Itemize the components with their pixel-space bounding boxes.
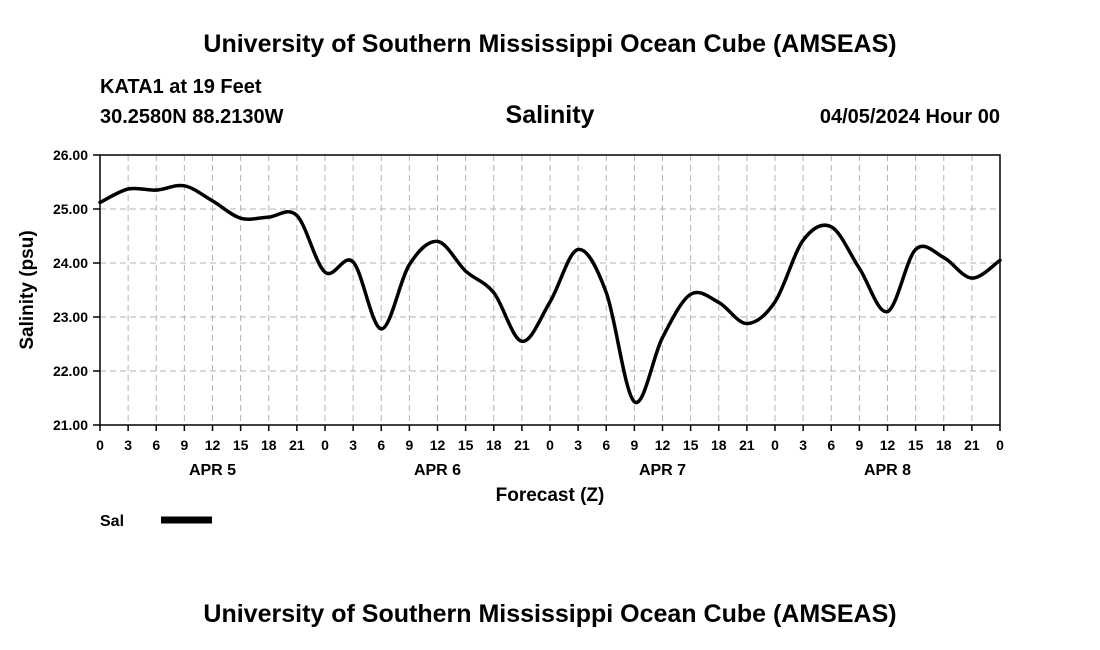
y-tick-label: 21.00 <box>53 417 88 433</box>
main-title: University of Southern Mississippi Ocean… <box>203 30 897 58</box>
x-tick-label: 6 <box>377 437 385 453</box>
y-tick-label: 25.00 <box>53 201 88 217</box>
station-coordinates: 30.2580N 88.2130W <box>100 106 284 128</box>
x-tick-label: 9 <box>405 437 413 453</box>
x-tick-label: 3 <box>124 437 132 453</box>
x-tick-label: 12 <box>880 437 896 453</box>
x-tick-label: 21 <box>289 437 305 453</box>
day-label: APR 8 <box>864 462 911 479</box>
x-tick-label: 15 <box>908 437 924 453</box>
footer-title: University of Southern Mississippi Ocean… <box>203 600 897 628</box>
x-tick-label: 0 <box>996 437 1004 453</box>
y-tick-label: 23.00 <box>53 309 88 325</box>
x-tick-label: 6 <box>827 437 835 453</box>
x-tick-label: 12 <box>205 437 221 453</box>
day-labels: APR 5 APR 6 APR 7 APR 8 <box>189 462 911 479</box>
station-name: KATA1 at 19 Feet <box>100 76 262 98</box>
y-axis-label: Salinity (psu) <box>17 230 38 349</box>
x-tick-label: 9 <box>855 437 863 453</box>
x-tick-label: 21 <box>514 437 530 453</box>
x-tick-label: 15 <box>233 437 249 453</box>
x-tick-label: 18 <box>261 437 277 453</box>
x-tick-label: 9 <box>180 437 188 453</box>
y-tick-label: 24.00 <box>53 255 88 271</box>
y-tick-label: 22.00 <box>53 363 88 379</box>
x-axis-label: Forecast (Z) <box>496 485 605 506</box>
x-tick-label: 0 <box>321 437 329 453</box>
x-tick-label: 0 <box>546 437 554 453</box>
chart-title: Salinity <box>505 101 595 129</box>
x-tick-label: 0 <box>96 437 104 453</box>
x-tick-label: 12 <box>430 437 446 453</box>
x-tick-label: 12 <box>655 437 671 453</box>
x-tick-label: 15 <box>683 437 699 453</box>
x-tick-label: 18 <box>711 437 727 453</box>
x-tick-label: 21 <box>964 437 980 453</box>
x-tick-label: 6 <box>152 437 160 453</box>
day-label: APR 7 <box>639 462 686 479</box>
salinity-series-line <box>98 183 1002 405</box>
x-tick-label: 15 <box>458 437 474 453</box>
legend-label: Sal <box>100 513 124 530</box>
x-tick-label: 3 <box>799 437 807 453</box>
day-label: APR 5 <box>189 462 236 479</box>
x-tick-label: 3 <box>574 437 582 453</box>
y-axis: 21.00 22.00 23.00 24.00 25.00 26.00 <box>53 147 100 433</box>
x-tick-label: 18 <box>936 437 952 453</box>
x-tick-label: 6 <box>602 437 610 453</box>
y-tick-label: 26.00 <box>53 147 88 163</box>
x-tick-label: 3 <box>349 437 357 453</box>
x-tick-label: 18 <box>486 437 502 453</box>
x-axis: 0 3 6 9 12 15 18 21 0 3 6 9 12 15 18 21 0 3 6 9 12 15 18 21 0 3 6 9… <box>96 425 1004 453</box>
forecast-datetime: 04/05/2024 Hour 00 <box>819 106 1000 128</box>
x-tick-label: 21 <box>739 437 755 453</box>
grid <box>99 154 1001 426</box>
x-tick-label: 9 <box>630 437 638 453</box>
day-label: APR 6 <box>414 462 461 479</box>
x-tick-label: 0 <box>771 437 779 453</box>
